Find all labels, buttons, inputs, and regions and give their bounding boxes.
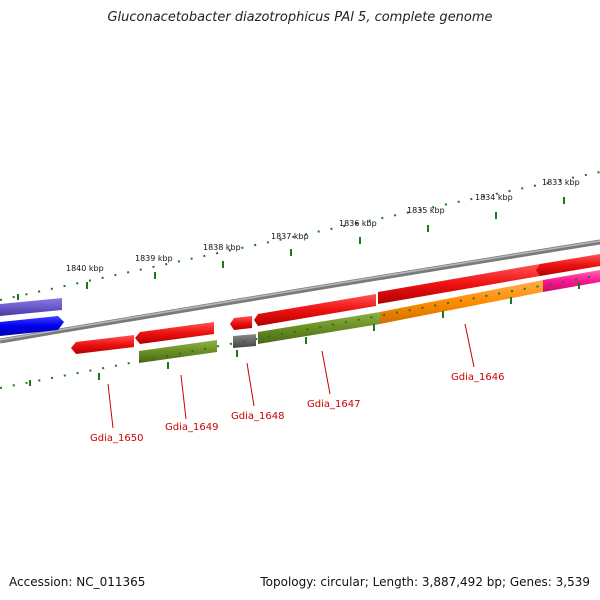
gene-red-6	[71, 335, 134, 354]
gene-red-4	[230, 316, 252, 330]
kbp-label-1833: 1833 kbp	[542, 178, 580, 187]
lower-scale-major-ticks	[29, 282, 580, 386]
gene-red-5	[135, 322, 214, 344]
gene-label-gdia-1648: Gdia_1648	[231, 411, 284, 422]
gene-pink	[543, 270, 600, 292]
kbp-label-1834: 1834 kbp	[475, 193, 513, 202]
gene-label-gdia-1646: Gdia_1646	[451, 372, 504, 383]
kbp-label-1836: 1836 kbp	[339, 219, 377, 228]
gene-red-3	[254, 294, 376, 326]
gene-blue-left	[0, 316, 64, 336]
gene-label-gdia-1650: Gdia_1650	[90, 433, 143, 444]
gene-label-leaders	[107, 323, 475, 429]
gene-green-2	[139, 340, 217, 363]
genome-summary-text: Topology: circular; Length: 3,887,492 bp…	[260, 575, 590, 589]
kbp-label-1840: 1840 kbp	[66, 264, 104, 273]
map-title: Gluconacetobacter diazotrophicus PAl 5, …	[107, 10, 493, 25]
kbp-label-1837: 1837 kbp	[271, 232, 309, 241]
kbp-label-1835: 1835 kbp	[407, 206, 445, 215]
genome-backbone	[0, 239, 600, 344]
gene-violet-left	[0, 298, 62, 316]
gene-label-gdia-1647: Gdia_1647	[307, 399, 360, 410]
gene-red-1	[378, 264, 540, 304]
kbp-label-1838: 1838 kbp	[203, 243, 241, 252]
gene-green-1	[258, 312, 380, 344]
accession-text: Accession: NC_011365	[9, 575, 146, 589]
upper-scale-major-ticks	[17, 197, 565, 300]
kbp-label-1839: 1839 kbp	[135, 254, 173, 263]
gene-label-gdia-1649: Gdia_1649	[165, 422, 218, 433]
gene-red-2	[536, 254, 600, 276]
gene-orange	[380, 280, 543, 324]
